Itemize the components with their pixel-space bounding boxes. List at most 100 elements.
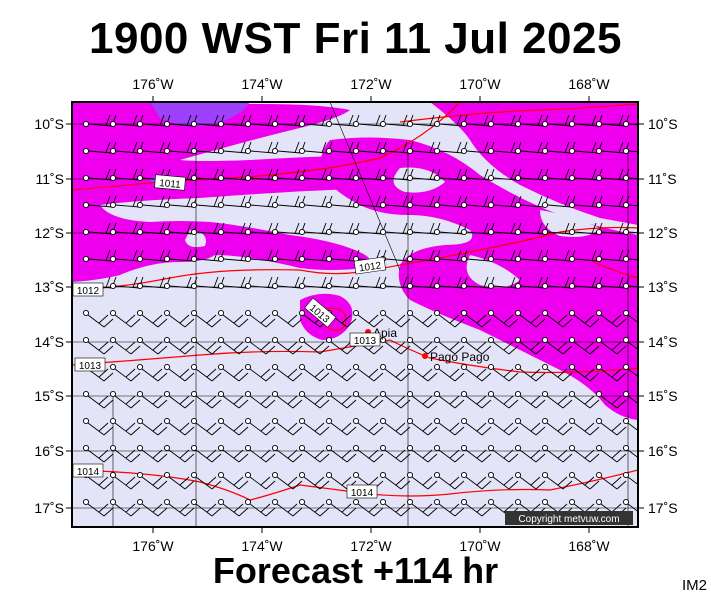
lat-tick-label: 13˚S	[648, 279, 678, 295]
wind-barb	[622, 309, 638, 324]
wind-barb	[325, 363, 357, 382]
wind-barb	[379, 363, 411, 382]
wind-barb	[568, 417, 600, 436]
wind-barb	[406, 168, 441, 182]
wind-barb	[541, 309, 573, 328]
wind-barb	[191, 525, 197, 527]
lon-tick-label: 176˚W	[132, 76, 174, 92]
wind-barb	[271, 363, 303, 382]
wind-barb	[136, 336, 168, 355]
wind-barb	[352, 390, 384, 409]
wind-barb	[352, 114, 387, 128]
wind-barb	[190, 363, 222, 382]
wind-barb	[244, 471, 276, 490]
diagonal-line	[329, 102, 401, 271]
wind-barb	[487, 276, 522, 290]
wind-barb	[244, 363, 276, 382]
wind-barb	[460, 498, 492, 517]
map-title: 1900 WST Fri 11 Jul 2025	[89, 14, 622, 63]
wind-barb	[244, 309, 276, 328]
wind-barb	[190, 471, 222, 490]
wind-barb	[487, 168, 522, 182]
wind-barb	[217, 114, 252, 128]
wind-barb	[595, 444, 627, 463]
lat-tick-label: 10˚S	[648, 116, 678, 132]
wind-barb	[460, 363, 492, 382]
lat-tick-label: 11˚S	[648, 171, 677, 187]
wind-barb	[433, 114, 468, 128]
wind-barb	[595, 276, 630, 290]
wind-barb	[244, 141, 279, 155]
wind-barb	[433, 309, 465, 328]
wind-barb	[82, 336, 114, 355]
wind-barb	[406, 336, 438, 355]
axis-labels: 176˚W 176˚W 174˚W 174˚W 172˚W 172˚W 170˚W 170˚W…	[34, 76, 677, 554]
wind-barb	[163, 222, 198, 236]
lat-tick-label: 11˚S	[35, 171, 64, 187]
precip-band-west	[72, 102, 450, 282]
lat-tick-label: 17˚S	[648, 500, 678, 516]
lat-tick-label: 12˚S	[34, 225, 64, 241]
wind-barb	[433, 249, 468, 263]
wind-barb	[298, 471, 330, 490]
wind-barb	[109, 276, 144, 290]
wind-barb	[487, 222, 522, 236]
wind-barb	[136, 498, 168, 517]
wind-barb	[163, 390, 195, 409]
wind-barb	[595, 141, 630, 155]
wind-barb	[622, 201, 638, 209]
wind-barb	[163, 336, 195, 355]
isobar-label: 1014	[77, 467, 100, 478]
wind-barb	[568, 336, 600, 355]
wind-barb	[271, 417, 303, 436]
clear-patch-2	[466, 255, 520, 288]
wind-barb	[622, 417, 638, 432]
isobar-1014	[72, 469, 638, 501]
wind-barb	[433, 276, 468, 290]
wind-barb	[514, 168, 549, 182]
wind-barb	[82, 498, 114, 517]
map-frame	[71, 101, 639, 528]
lon-tick-label: 172˚W	[350, 538, 392, 554]
wind-barb	[136, 363, 168, 382]
wind-barb	[622, 363, 638, 378]
wind-barb	[271, 336, 303, 355]
copyright-box	[505, 511, 633, 525]
wind-barb	[82, 195, 117, 209]
wind-barb	[379, 222, 414, 236]
wind-barb	[514, 195, 549, 209]
clear-patch-3	[540, 210, 600, 237]
wind-barb	[190, 336, 222, 355]
wind-barb	[487, 309, 519, 328]
wind-barb	[487, 363, 519, 382]
lat-tick-label: 17˚S	[34, 500, 64, 516]
wind-barb	[460, 276, 495, 290]
wind-barb	[217, 168, 252, 182]
lon-tick-label: 170˚W	[459, 76, 501, 92]
wind-barb	[379, 471, 411, 490]
wind-barb	[595, 309, 627, 328]
wind-barb	[568, 141, 603, 155]
wind-barb	[163, 471, 195, 490]
wind-barb	[622, 336, 638, 351]
lat-tick-label: 14˚S	[34, 334, 64, 350]
wind-barb	[379, 309, 411, 328]
wind-barb	[541, 390, 573, 409]
wind-barb	[217, 309, 249, 328]
wind-barb	[514, 276, 549, 290]
wind-barb	[109, 471, 141, 490]
wind-barb	[568, 444, 600, 463]
wind-barb	[568, 390, 600, 409]
isobar-label: 1011	[159, 178, 182, 191]
wind-barb	[406, 390, 438, 409]
wind-barb	[244, 417, 276, 436]
wind-barb	[352, 276, 387, 290]
isobar-label: 1012	[358, 260, 382, 274]
wind-barb	[595, 471, 627, 490]
wind-barb	[595, 390, 627, 409]
wind-barb	[109, 390, 141, 409]
wind-barb	[352, 444, 384, 463]
wind-barb	[298, 444, 330, 463]
wind-barb	[271, 114, 306, 128]
wind-barb	[136, 417, 168, 436]
